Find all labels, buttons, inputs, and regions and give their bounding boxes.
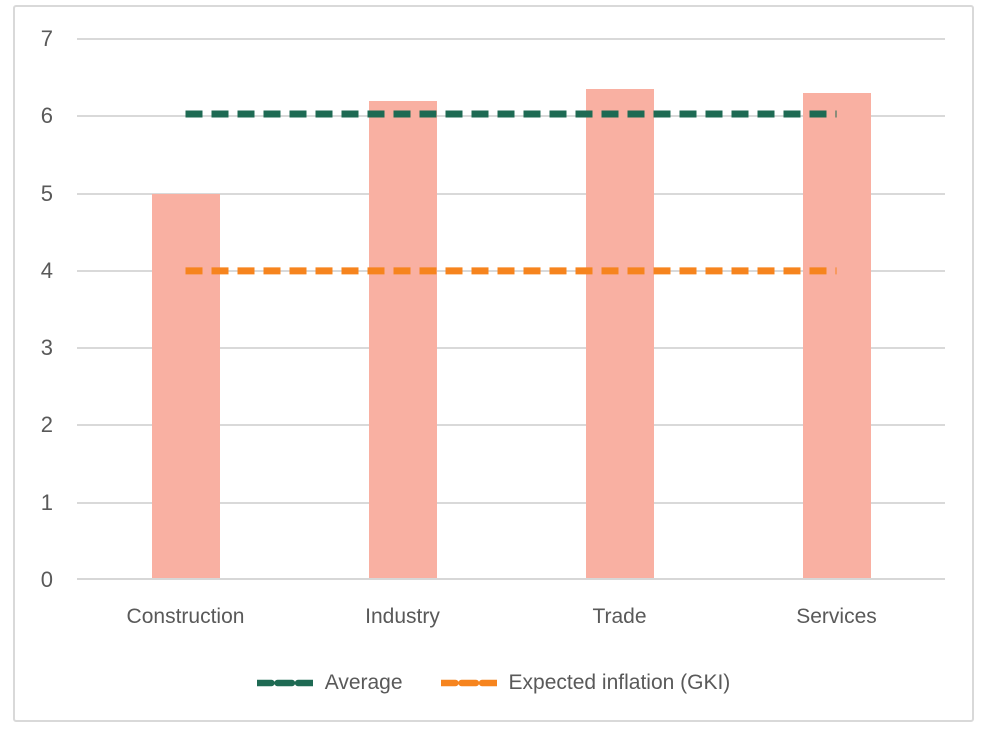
y-tick-label-3: 3	[40, 335, 53, 361]
line-series-overlay	[185, 110, 837, 275]
legend-item-average: Average	[256, 671, 403, 695]
bar-services	[802, 93, 871, 580]
y-tick-label-1: 1	[40, 489, 53, 515]
gridline-3	[77, 347, 945, 350]
x-axis-label-industry: Industry	[365, 605, 440, 628]
x-axis-label-services: Services	[796, 605, 877, 628]
gridline-1	[77, 501, 945, 504]
y-tick-label-4: 4	[40, 257, 53, 283]
plot-area	[77, 38, 945, 580]
bar-construction	[151, 193, 220, 580]
gridline-2	[77, 424, 945, 427]
green-dashed-line-icon	[256, 679, 313, 687]
x-axis-label-trade: Trade	[592, 605, 647, 628]
legend: Average Expected inflation (GKI)	[15, 668, 972, 698]
y-tick-label-6: 6	[40, 103, 53, 129]
x-axis-line	[77, 578, 945, 580]
legend-label-average: Average	[324, 671, 403, 694]
bar-industry	[368, 100, 437, 580]
x-axis-label-construction: Construction	[126, 605, 245, 628]
chart-frame: 0 1 2 3 4 5 6 7 Construction Industry Trade Servic…	[13, 5, 974, 722]
orange-dashed-line-icon	[440, 679, 497, 687]
y-tick-label-7: 7	[40, 26, 53, 51]
y-tick-label-0: 0	[40, 567, 53, 592]
legend-item-expected-inflation: Expected inflation (GKI)	[440, 671, 731, 695]
bar-trade	[585, 89, 654, 580]
gridline-7	[77, 38, 945, 40]
y-tick-label-5: 5	[40, 180, 53, 206]
legend-label-expected-inflation: Expected inflation (GKI)	[508, 671, 731, 694]
y-tick-label-2: 2	[40, 412, 53, 438]
gridline-5	[77, 192, 945, 195]
